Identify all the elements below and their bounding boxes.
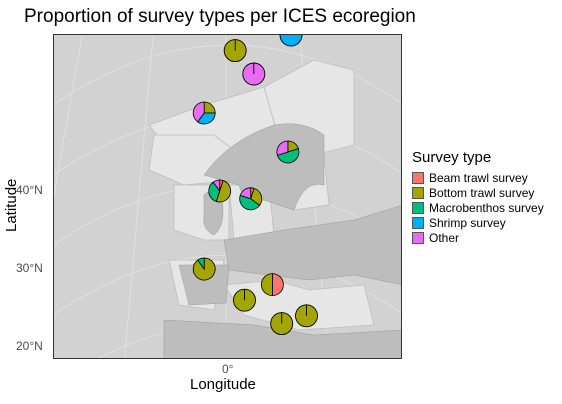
legend-label: Macrobenthos survey [429, 200, 544, 215]
pie-slice [276, 140, 289, 156]
pie-ionian-sea-and-central-mediterranean [270, 312, 294, 336]
pie-barents-sea [279, 35, 303, 47]
legend-item: Beam trawl survey [412, 170, 544, 185]
y-tick-label: 40°N [16, 183, 43, 197]
legend: Survey type Beam trawl survey Bottom traw… [412, 149, 544, 245]
legend-swatch [412, 171, 424, 184]
legend-item: Other [412, 230, 544, 245]
pie-adriatic-sea [261, 273, 284, 297]
pie-celtic-seas [208, 179, 232, 203]
legend-swatch [412, 186, 424, 199]
pie-slice [239, 187, 252, 200]
legend-item: Macrobenthos survey [412, 200, 544, 215]
legend-label: Beam trawl survey [429, 170, 528, 185]
legend-swatch [412, 216, 424, 229]
legend-swatch [412, 231, 424, 244]
pie-slice [261, 273, 273, 297]
pie-slice [208, 181, 221, 202]
legend-item: Bottom trawl survey [412, 185, 544, 200]
pie-slice [197, 257, 205, 271]
legend-label: Bottom trawl survey [429, 185, 535, 200]
pie-baltic-sea [276, 140, 300, 164]
map-panel [53, 34, 402, 359]
legend-label: Shrimp survey [429, 215, 506, 230]
y-tick-label: 20°N [16, 339, 43, 353]
legend-items: Beam trawl survey Bottom trawl survey Macr… [412, 170, 544, 245]
chart-title: Proportion of survey types per ICES ecor… [24, 6, 416, 27]
pie-slice [276, 148, 300, 164]
legend-title: Survey type [412, 149, 492, 166]
pie-bay-of-biscay-and-iberian-coast [192, 257, 216, 281]
legend-item: Shrimp survey [412, 215, 544, 230]
legend-label: Other [429, 230, 460, 245]
pie-slice [215, 180, 232, 203]
pie-slice [197, 112, 216, 125]
pie-slice [279, 35, 303, 47]
pie-aegean-levantine-sea [295, 304, 318, 328]
map-canvas [54, 35, 401, 358]
pie-slice [272, 273, 284, 297]
pie-barents-sea-south- [242, 62, 266, 86]
x-axis-label: Longitude [190, 376, 256, 393]
land-north-africa [163, 319, 401, 358]
y-tick-label: 30°N [16, 261, 43, 275]
pie-slice [212, 179, 221, 193]
pie-norwegian-sea [223, 39, 247, 63]
pie-faroes-iceland [192, 101, 216, 125]
pie-layer [192, 35, 318, 336]
x-tick-label: 0° [222, 362, 234, 376]
pie-greater-north-sea [239, 187, 263, 211]
pie-slice [239, 194, 261, 211]
legend-swatch [412, 201, 424, 214]
pie-slice [192, 101, 205, 123]
land-europe [223, 205, 401, 285]
pie-western-mediterranean [233, 288, 256, 312]
